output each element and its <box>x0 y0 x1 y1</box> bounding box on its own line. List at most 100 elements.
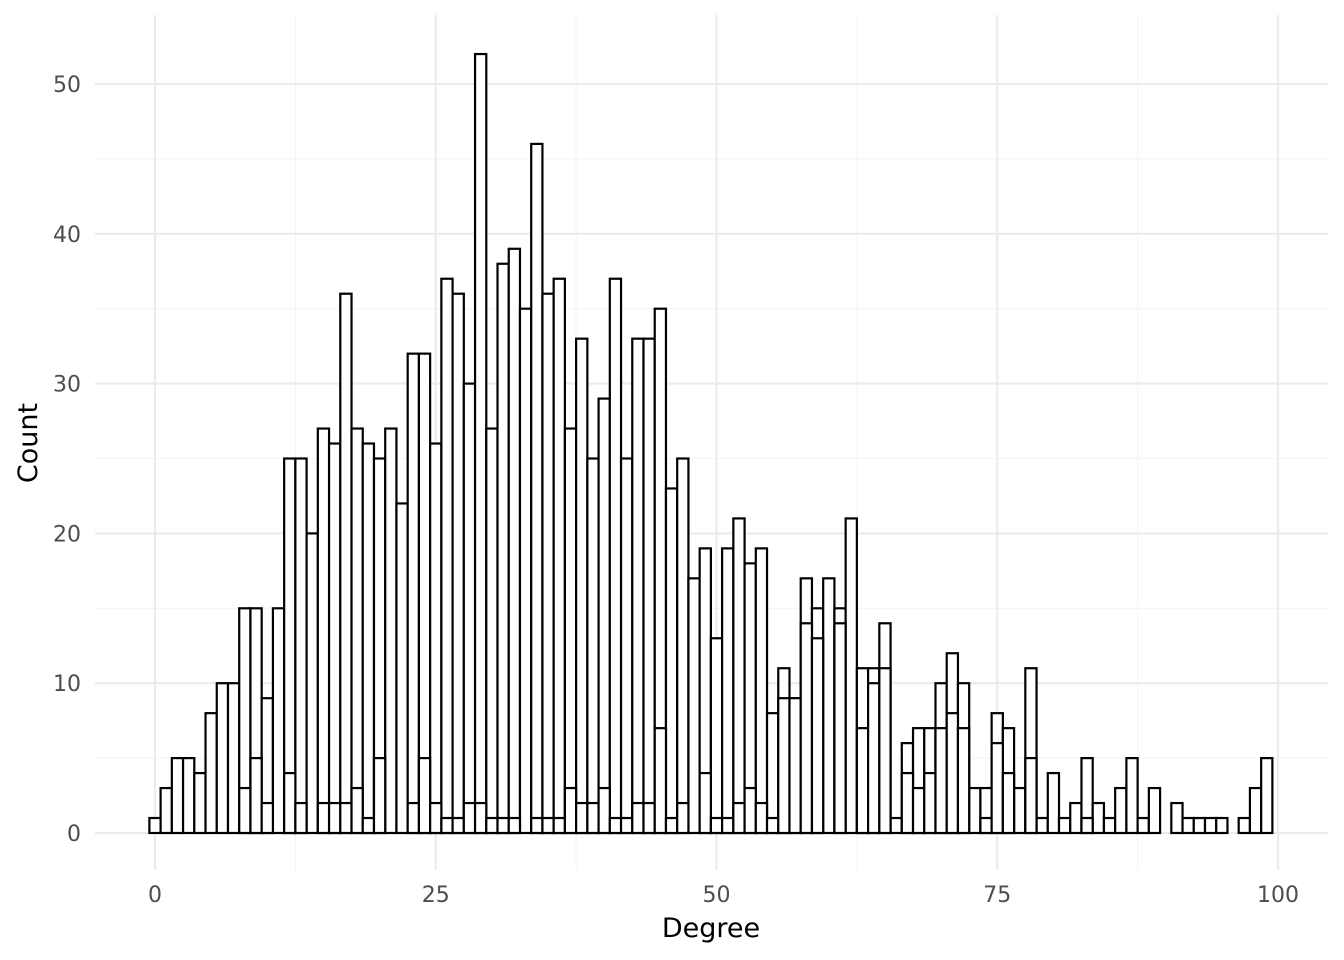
histogram-bar <box>361 816 376 835</box>
histogram-bar <box>799 622 814 835</box>
histogram-bar <box>496 816 510 835</box>
histogram-bar <box>552 277 566 835</box>
histogram-bar <box>271 607 286 835</box>
histogram-bar <box>507 247 522 835</box>
histogram-bar <box>1147 786 1162 835</box>
histogram-bar <box>1260 756 1274 835</box>
histogram-bar <box>395 502 409 835</box>
histogram-bar <box>608 816 623 835</box>
histogram-bar <box>945 712 960 835</box>
histogram-bar <box>440 277 454 835</box>
histogram-bar <box>429 801 443 835</box>
histogram-bar <box>350 427 364 835</box>
x-axis-title: Degree <box>662 913 760 944</box>
histogram-bar <box>462 382 477 835</box>
histogram-bar <box>855 727 870 835</box>
histogram-bar <box>575 801 589 835</box>
histogram-bar <box>1215 816 1229 835</box>
histogram-bar <box>473 52 488 835</box>
histogram-bar <box>597 397 611 835</box>
x-tick-label: 25 <box>422 883 450 908</box>
histogram-bar <box>563 786 578 835</box>
histogram-bar <box>1170 801 1184 835</box>
x-tick-label: 75 <box>983 883 1011 908</box>
histogram-bar <box>294 801 308 835</box>
histogram-bar <box>1035 816 1049 835</box>
histogram-bar <box>619 457 634 835</box>
histogram-bar <box>1080 816 1094 835</box>
histogram-bar <box>440 816 454 835</box>
y-tick-label: 0 <box>67 822 81 847</box>
histogram-bar <box>765 712 780 835</box>
x-tick-labels: 0 25 50 75 100 <box>148 883 1299 908</box>
histogram-bar <box>867 682 881 835</box>
histogram-bar <box>754 801 769 835</box>
histogram-bar <box>810 637 825 835</box>
histogram-bar <box>496 262 510 835</box>
histogram-bar <box>721 547 735 835</box>
histogram-bar <box>226 682 241 835</box>
histogram-bar <box>372 756 387 835</box>
histogram-bar <box>159 786 173 835</box>
histogram-bar <box>462 801 477 835</box>
histogram-bar <box>384 427 398 835</box>
histogram-bar <box>193 771 207 835</box>
histogram-bar <box>979 816 993 835</box>
histogram-bar <box>1091 801 1106 835</box>
histogram-bar <box>485 427 499 835</box>
histogram-bar <box>563 427 578 835</box>
histogram-bar <box>619 816 634 835</box>
histogram-bar <box>1248 786 1263 835</box>
histogram-bar <box>709 637 724 835</box>
histogram-bar <box>586 801 600 835</box>
histogram-bar <box>664 816 679 835</box>
histogram-bar <box>1136 816 1150 835</box>
histogram-bar <box>417 756 432 835</box>
histogram-bar <box>260 801 275 835</box>
histogram-bar <box>833 622 847 835</box>
histogram-bar <box>923 771 937 835</box>
histogram-bar <box>889 816 903 835</box>
histogram-bar <box>215 682 230 835</box>
histogram-bar <box>148 816 162 835</box>
histogram-bar <box>316 801 331 835</box>
histogram-bar <box>878 667 892 835</box>
histogram-bar <box>822 577 836 835</box>
histogram-bar <box>170 756 185 835</box>
histogram-bar <box>552 816 566 835</box>
histogram-bar <box>642 801 656 835</box>
histogram-bar <box>586 457 600 835</box>
histogram-bar <box>1203 816 1218 835</box>
histogram-bar <box>754 547 769 835</box>
histogram-bar <box>1192 816 1207 835</box>
x-tick-label: 50 <box>703 883 731 908</box>
histogram-bar <box>956 727 971 835</box>
histogram-bar <box>327 801 342 835</box>
histogram-bar <box>451 292 465 835</box>
histogram-bar <box>541 292 555 835</box>
y-axis-title: Count <box>13 403 44 483</box>
histogram-bar <box>249 756 263 835</box>
histogram-bar <box>1012 786 1027 835</box>
histogram-bar <box>1114 786 1128 835</box>
histogram-bar <box>1181 816 1195 835</box>
histogram-bar <box>765 816 780 835</box>
y-tick-labels: 0 10 20 30 40 50 <box>53 73 81 847</box>
histogram-bar <box>1125 756 1139 835</box>
x-tick-label: 100 <box>1257 883 1299 908</box>
histogram-bar <box>631 801 645 835</box>
y-tick-label: 30 <box>53 373 81 398</box>
histogram-bar <box>1057 816 1072 835</box>
histogram-bar <box>327 442 342 835</box>
histogram-bar <box>687 577 701 835</box>
histogram-bar <box>305 532 319 835</box>
histogram-bar <box>1237 816 1252 835</box>
histogram-bar <box>1069 801 1083 835</box>
histogram-bar <box>732 801 746 835</box>
histogram-bar <box>1102 816 1117 835</box>
histogram-bar <box>732 517 746 835</box>
histogram-bar <box>788 697 802 835</box>
histogram-bar <box>283 771 297 835</box>
histogram-bar <box>473 801 488 835</box>
